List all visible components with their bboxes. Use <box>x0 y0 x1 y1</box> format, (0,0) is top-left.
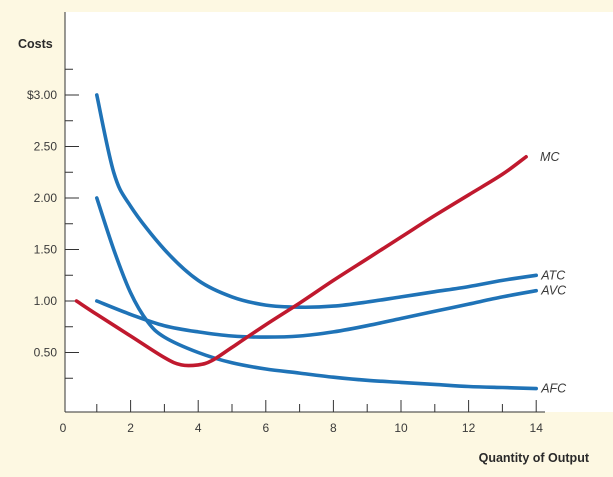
axes <box>64 12 545 413</box>
x-tick-label: 8 <box>330 421 337 435</box>
ticks <box>65 68 537 412</box>
x-tick-label: 14 <box>530 421 544 435</box>
series-labels: ATC AVC AFC MC <box>540 150 567 396</box>
x-tick-label: 6 <box>262 421 269 435</box>
x-tick-label: 4 <box>195 421 202 435</box>
x-tick-label: 10 <box>394 421 408 435</box>
y-tick-label: 2.00 <box>34 191 58 205</box>
x-tick-label: 0 <box>60 421 67 435</box>
plot-area <box>65 12 613 412</box>
series-label-mc: MC <box>540 150 560 164</box>
series-line-afc <box>95 196 538 391</box>
y-tick-label: $3.00 <box>27 88 57 102</box>
series-line-atc <box>95 93 538 310</box>
series-line-mc <box>74 155 528 368</box>
y-axis-title: Costs <box>18 37 53 51</box>
y-tick-label: 1.00 <box>34 294 58 308</box>
series-label-avc: AVC <box>540 284 567 298</box>
y-tick-label: 2.50 <box>34 140 58 154</box>
series-lines <box>74 93 538 391</box>
y-tick-label: 0.50 <box>34 346 58 360</box>
series-line-avc <box>95 288 538 339</box>
x-axis-title: Quantity of Output <box>479 451 590 465</box>
y-tick-label: 1.50 <box>34 243 58 257</box>
series-label-afc: AFC <box>540 382 567 396</box>
series-label-atc: ATC <box>540 268 566 282</box>
x-tick-label: 12 <box>462 421 476 435</box>
x-tick-label: 2 <box>127 421 134 435</box>
tick-labels: 0 2 4 6 8 10 12 14 0.50 1.00 1.50 2.00 2.50 $3.00 <box>27 88 543 435</box>
